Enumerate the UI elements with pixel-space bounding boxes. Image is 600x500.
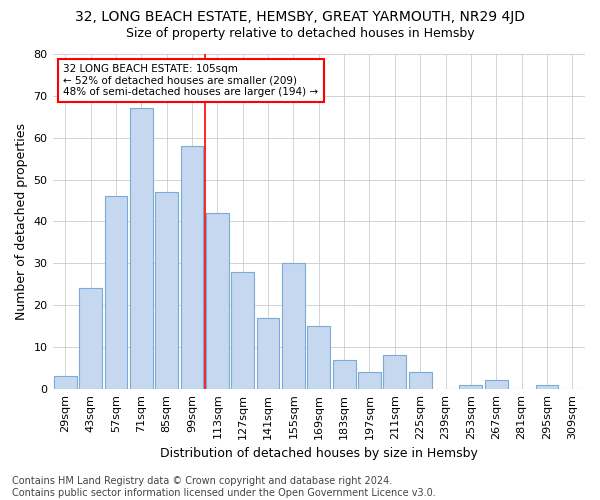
Bar	[460, 384, 482, 389]
Bar	[206, 213, 229, 389]
Bar	[54, 376, 77, 389]
Text: 32 LONG BEACH ESTATE: 105sqm
← 52% of detached houses are smaller (209)
48% of s: 32 LONG BEACH ESTATE: 105sqm ← 52% of de…	[63, 64, 319, 97]
Bar	[155, 192, 178, 389]
Bar	[409, 372, 431, 389]
Bar	[358, 372, 381, 389]
Text: Contains HM Land Registry data © Crown copyright and database right 2024.
Contai: Contains HM Land Registry data © Crown c…	[12, 476, 436, 498]
Bar	[282, 264, 305, 389]
Bar	[79, 288, 102, 389]
X-axis label: Distribution of detached houses by size in Hemsby: Distribution of detached houses by size …	[160, 447, 478, 460]
Text: Size of property relative to detached houses in Hemsby: Size of property relative to detached ho…	[125, 28, 475, 40]
Bar	[231, 272, 254, 389]
Bar	[485, 380, 508, 389]
Bar	[257, 318, 280, 389]
Bar	[333, 360, 356, 389]
Bar	[130, 108, 152, 389]
Bar	[181, 146, 203, 389]
Text: 32, LONG BEACH ESTATE, HEMSBY, GREAT YARMOUTH, NR29 4JD: 32, LONG BEACH ESTATE, HEMSBY, GREAT YAR…	[75, 10, 525, 24]
Bar	[307, 326, 330, 389]
Bar	[104, 196, 127, 389]
Y-axis label: Number of detached properties: Number of detached properties	[15, 123, 28, 320]
Bar	[383, 356, 406, 389]
Bar	[536, 384, 559, 389]
